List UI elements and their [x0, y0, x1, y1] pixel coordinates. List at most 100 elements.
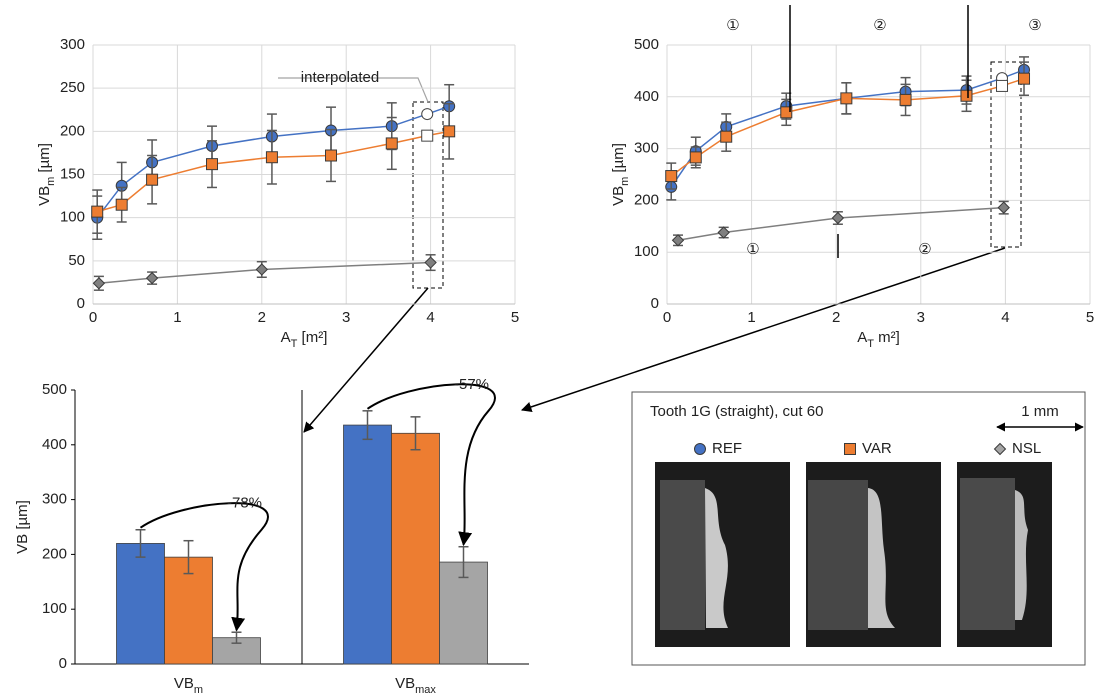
- point: [115, 198, 128, 211]
- region-label: ①: [726, 17, 739, 34]
- x-tick-label: 4: [426, 309, 434, 326]
- point: [689, 151, 702, 164]
- y-tick-label: 0: [77, 295, 85, 312]
- point: [424, 256, 437, 269]
- legend-label: REF: [712, 440, 742, 457]
- y-axis-title-main: VB: [36, 186, 53, 206]
- x-tick-label: VBm: [174, 675, 203, 696]
- x-axis-title-main: A: [857, 329, 867, 346]
- photos: [655, 462, 1052, 647]
- y-tick-label: 100: [634, 243, 659, 260]
- y-tick-label: 200: [60, 122, 85, 139]
- point: [206, 158, 219, 171]
- point: [421, 129, 434, 142]
- reduction-arrow: [139, 502, 269, 632]
- arrow: [303, 287, 429, 433]
- x-axis-title: AT m²]: [857, 329, 900, 350]
- highlight-box: [990, 61, 1022, 248]
- bar: [343, 424, 392, 665]
- reduction-arrow: [366, 383, 496, 547]
- point: [265, 151, 278, 164]
- y-axis-title-rest: [µm]: [610, 143, 627, 177]
- point: [840, 92, 853, 105]
- x-tick-label-sub: m: [194, 684, 203, 696]
- y-axis-title-rest: [µm]: [14, 500, 31, 534]
- x-axis-title-sub: T: [291, 338, 298, 350]
- legend-label: VAR: [862, 440, 892, 457]
- arrow: [521, 247, 1006, 412]
- y-tick-label: 100: [60, 209, 85, 226]
- x-tick-label: 2: [832, 309, 840, 326]
- legend-label: NSL: [1012, 440, 1041, 457]
- y-tick-label: 300: [42, 491, 67, 508]
- error-bar: [410, 416, 421, 451]
- error-bar: [231, 631, 242, 644]
- region-label: ②: [918, 241, 931, 258]
- x-tick-label-main: VB: [174, 675, 194, 692]
- point: [92, 277, 106, 290]
- x-axis-title-main: A: [281, 329, 291, 346]
- point: [421, 108, 434, 121]
- point: [146, 173, 159, 186]
- y-tick-label: 0: [59, 655, 67, 672]
- legend-marker: [993, 442, 1007, 456]
- point: [91, 205, 104, 218]
- y-tick-label: 200: [634, 191, 659, 208]
- scale-label: 1 mm: [1021, 403, 1059, 420]
- y-axis-title-main: VB: [610, 186, 627, 206]
- y-axis-title-rest: [µm]: [36, 143, 53, 177]
- x-tick-label: 4: [1001, 309, 1009, 326]
- point: [960, 89, 973, 102]
- x-axis-title-rest: [m²]: [297, 329, 327, 346]
- point: [720, 130, 733, 143]
- bar: [212, 637, 261, 665]
- point: [145, 271, 159, 285]
- x-axis-title: AT [m²]: [281, 329, 328, 350]
- series-line: [98, 261, 431, 285]
- bar: [439, 561, 488, 665]
- y-axis-title-sub: m: [619, 177, 631, 186]
- x-tick-label: VBmax: [395, 675, 436, 696]
- error-bar: [458, 545, 469, 579]
- y-tick-label: 100: [42, 600, 67, 617]
- x-tick-label: 1: [173, 309, 181, 326]
- reduction-label: -78%: [227, 495, 262, 512]
- error-bar: [183, 539, 194, 575]
- bar: [391, 432, 440, 665]
- y-axis-title: VBm [µm]: [610, 143, 631, 206]
- x-tick-label-sub: max: [415, 684, 436, 696]
- x-tick-label: 3: [342, 309, 350, 326]
- x-tick-label: 0: [89, 309, 97, 326]
- region-label: ②: [873, 17, 886, 34]
- y-tick-label: 300: [634, 140, 659, 157]
- legend-marker: [694, 443, 706, 455]
- y-tick-label: 200: [42, 545, 67, 562]
- reduction-label: -57%: [454, 376, 489, 393]
- y-tick-label: 150: [60, 165, 85, 182]
- x-tick-label-main: VB: [395, 675, 415, 692]
- x-axis-title-rest: m²]: [874, 329, 900, 346]
- bar: [164, 556, 213, 665]
- point: [665, 170, 678, 183]
- y-tick-label: 250: [60, 79, 85, 96]
- panel-title: Tooth 1G (straight), cut 60: [650, 403, 823, 420]
- y-tick-label: 500: [634, 36, 659, 53]
- y-axis-title-sub: m: [45, 177, 57, 186]
- point: [996, 79, 1009, 92]
- region-label: ③: [1028, 17, 1041, 34]
- y-tick-label: 50: [68, 252, 85, 269]
- error-bar: [362, 410, 373, 441]
- error-bar: [135, 528, 146, 558]
- x-tick-label: 5: [1086, 309, 1094, 326]
- point: [1018, 72, 1031, 85]
- y-axis-title: VB [µm]: [14, 500, 31, 554]
- x-tick-label: 5: [511, 309, 519, 326]
- series-line: [677, 206, 1004, 242]
- point: [899, 93, 912, 106]
- annotation: interpolated: [301, 69, 379, 86]
- x-tick-label: 3: [917, 309, 925, 326]
- y-tick-label: 0: [651, 295, 659, 312]
- y-tick-label: 500: [42, 381, 67, 398]
- point: [443, 125, 456, 138]
